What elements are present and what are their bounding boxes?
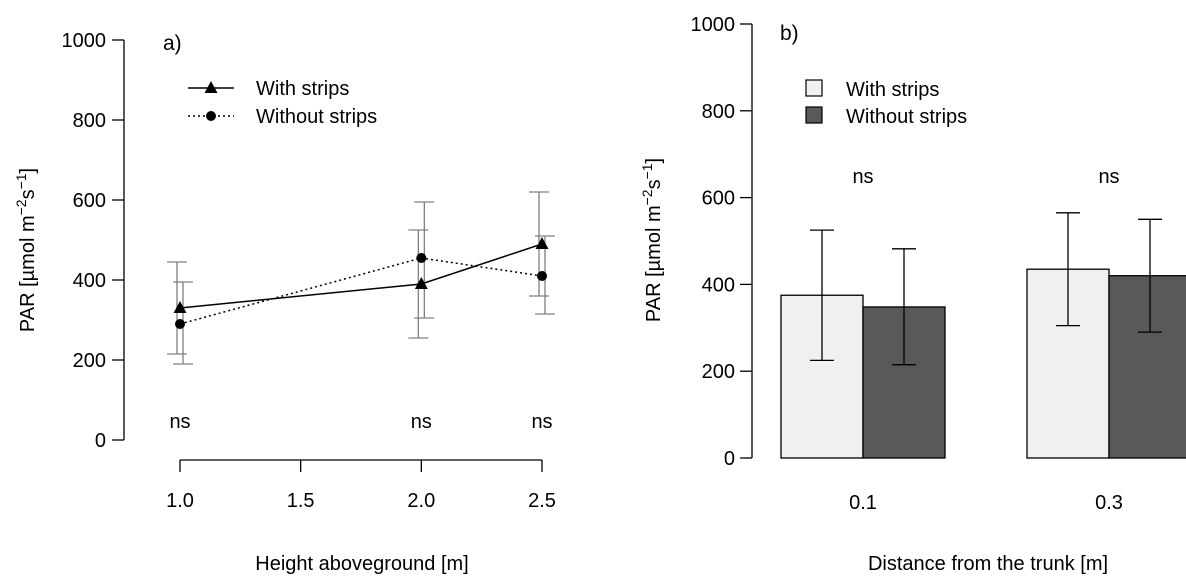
a-point-without-strips <box>175 319 185 329</box>
a-panel-label: a) <box>163 32 182 55</box>
a-y-tick-label: 400 <box>73 270 106 292</box>
b-x-axis-title: Distance from the trunk [m] <box>868 553 1108 575</box>
a-y-tick-label: 200 <box>73 350 106 372</box>
a-x-axis-title: Height aboveground [m] <box>255 553 468 575</box>
b-y-tick-label: 400 <box>702 274 735 296</box>
a-point-without-strips <box>416 253 427 263</box>
a-significance-label: ns <box>411 411 432 433</box>
a-ylabel: PAR [µmol m−2s−1] <box>13 168 39 332</box>
b-y-tick-label: 200 <box>702 361 735 383</box>
a-ylabel-part: s <box>17 189 39 199</box>
a-x-tick-label: 1.0 <box>166 490 194 512</box>
a-point-without-strips <box>537 271 547 281</box>
a-legend-label-without-strips: Without strips <box>256 106 377 128</box>
b-panel-label: b) <box>780 22 799 45</box>
b-ylabel-part: −2 <box>639 189 655 205</box>
panel-b: 0 200 400 600 800 1000 PAR [µmol m−2s−1] b) 0.1 n… <box>639 14 1186 575</box>
a-series-line-without-strips <box>179 257 543 325</box>
a-y-tick-label: 1000 <box>62 30 107 52</box>
a-y-tick-label: 0 <box>95 430 106 452</box>
b-y-tick-label: 600 <box>702 188 735 210</box>
a-ylabel-part: PAR [µmol m <box>17 215 39 332</box>
a-legend-marker-with-strips <box>204 81 218 93</box>
a-y-tick-label: 600 <box>73 190 106 212</box>
b-legend-swatch-without-strips <box>805 106 823 124</box>
a-legend-marker-without-strips <box>206 111 216 121</box>
b-significance-label: ns <box>852 166 873 188</box>
b-legend-label-with-strips: With strips <box>846 79 939 101</box>
b-legend-label-without-strips: Without strips <box>846 106 967 128</box>
b-ylabel: PAR [µmol m−2s−1] <box>639 158 665 322</box>
b-ylabel-part: PAR [µmol m <box>643 205 665 322</box>
b-legend-swatch-with-strips <box>805 79 823 97</box>
b-x-tick-label: 0.3 <box>1095 492 1123 514</box>
a-series-line-with-strips <box>179 243 543 309</box>
a-significance-label: ns <box>169 411 190 433</box>
a-significance-label: ns <box>531 411 552 433</box>
b-x-tick-label: 0.1 <box>849 492 877 514</box>
b-ylabel-part: ] <box>643 158 665 164</box>
a-point-with-strips <box>414 277 428 289</box>
b-y-tick-label: 1000 <box>691 14 736 36</box>
a-x-tick-label: 2.5 <box>528 490 556 512</box>
panel-a: 0 200 400 600 800 1000 1.0 1.5 2.0 2.5 Height abov… <box>13 30 556 575</box>
a-x-tick-label: 2.0 <box>407 490 435 512</box>
b-significance-label: ns <box>1098 166 1119 188</box>
b-y-tick-label: 0 <box>724 448 735 470</box>
b-ylabel-part: −1 <box>639 163 655 179</box>
b-ylabel-part: s <box>643 179 665 189</box>
a-y-tick-label: 800 <box>73 110 106 132</box>
b-bar-without-strips <box>1108 275 1186 459</box>
a-ylabel-part: ] <box>17 168 39 174</box>
b-y-tick-label: 800 <box>702 101 735 123</box>
a-point-with-strips <box>535 237 549 249</box>
a-ylabel-part: −2 <box>13 199 29 215</box>
a-ylabel-part: −1 <box>13 173 29 189</box>
a-point-with-strips <box>173 301 187 313</box>
a-legend-label-with-strips: With strips <box>256 78 349 100</box>
a-x-tick-label: 1.5 <box>287 490 315 512</box>
